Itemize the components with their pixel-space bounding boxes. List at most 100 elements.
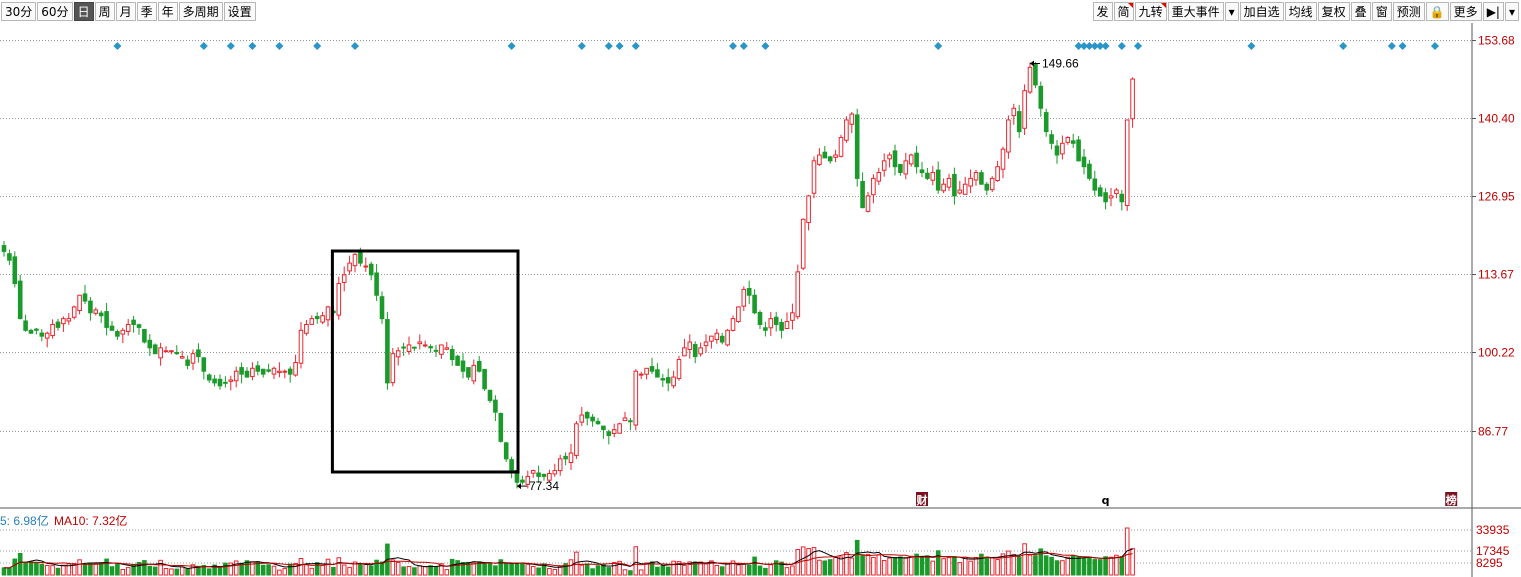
volume-bar	[827, 559, 833, 576]
volume-bar	[325, 558, 331, 576]
period-tab-3[interactable]: 周	[94, 2, 115, 21]
volume-bar	[50, 565, 55, 576]
volume-bar	[871, 557, 876, 576]
candle-body	[989, 177, 995, 191]
toolbar-action-10[interactable]: 预测	[1392, 2, 1425, 21]
candle-body	[498, 412, 504, 442]
toolbar-action-3[interactable]: 重大事件	[1167, 2, 1224, 21]
volume-bar	[55, 567, 61, 576]
volume-bar	[471, 562, 477, 576]
candle-body	[952, 173, 957, 197]
event-diamond-icon	[577, 42, 586, 50]
toolbar-action-9[interactable]: 窗	[1371, 2, 1392, 21]
toolbar-action-8[interactable]: 叠	[1350, 2, 1371, 21]
volume-bar	[876, 554, 882, 576]
candle-body	[244, 370, 250, 378]
candle-body	[1065, 136, 1071, 143]
toolbar-action-13[interactable]: ▶|	[1482, 2, 1504, 21]
candle-body	[309, 318, 315, 325]
period-tab-0[interactable]: 30分	[1, 2, 37, 21]
period-tab-6[interactable]: 年	[157, 2, 178, 21]
candle-body	[66, 318, 72, 322]
volume-bar	[482, 562, 487, 576]
event-label-2: 榜	[1446, 493, 1457, 507]
candle-body	[298, 329, 304, 364]
candle-body	[17, 280, 23, 320]
volume-bar	[1092, 559, 1098, 576]
volume-bar	[714, 565, 720, 576]
price-tick-label: 113.67	[1478, 268, 1514, 282]
candle-body	[336, 283, 342, 316]
candle-body	[196, 349, 201, 358]
candle-body	[50, 323, 55, 337]
candle-body	[287, 368, 293, 375]
toolbar-action-14[interactable]: ▾	[1504, 2, 1519, 21]
volume-bar	[217, 567, 223, 576]
volume-bar	[98, 562, 104, 576]
candle-body	[1016, 111, 1022, 133]
period-tab-1[interactable]: 60分	[37, 2, 73, 21]
period-tab-2[interactable]: 日	[73, 2, 94, 21]
candle-body	[655, 369, 660, 378]
candle-body	[547, 472, 552, 481]
volume-bar	[984, 556, 990, 576]
toolbar-action-7[interactable]: 复权	[1317, 2, 1350, 21]
event-diamond-icon	[739, 42, 748, 50]
volume-bar	[660, 565, 666, 576]
candle-body	[876, 172, 882, 182]
volume-bar	[304, 563, 309, 576]
toolbar-action-5[interactable]: 加自选	[1239, 2, 1284, 21]
volume-bar	[347, 566, 352, 576]
period-tab-8[interactable]: 设置	[223, 2, 256, 21]
candle-body	[838, 136, 844, 157]
volume-bar	[1043, 555, 1049, 576]
candle-body	[682, 347, 687, 357]
volume-bar	[185, 568, 190, 576]
volume-bar	[844, 552, 849, 576]
volume-bar	[719, 566, 725, 576]
event-diamond-icon	[248, 42, 257, 50]
candle-body	[563, 455, 568, 460]
volume-bar	[725, 562, 730, 576]
toolbar-action-1[interactable]: 简	[1113, 2, 1134, 21]
period-tab-5[interactable]: 季	[136, 2, 157, 21]
volume-bar	[579, 564, 585, 576]
volume-bar	[757, 565, 763, 576]
event-diamond-icon	[1398, 42, 1407, 50]
candle-body	[412, 346, 417, 349]
candle-body	[1070, 140, 1076, 144]
candle-body	[633, 370, 639, 426]
candle-body	[385, 319, 390, 384]
candle-body	[417, 341, 423, 345]
candle-body	[347, 262, 352, 272]
toolbar-action-4[interactable]: ▾	[1224, 2, 1239, 21]
volume-bar	[1054, 560, 1060, 576]
volume-bar	[287, 563, 293, 576]
toolbar-action-11[interactable]: 🔒	[1425, 2, 1449, 21]
candle-body	[741, 288, 747, 307]
toolbar-action-12[interactable]: 更多	[1449, 2, 1482, 21]
candle-body	[28, 329, 34, 334]
candle-body	[1108, 195, 1114, 199]
candle-body	[595, 420, 601, 425]
period-tabs: 30分 60分日周月季年多周期 设置	[1, 2, 257, 21]
candle-body	[1000, 148, 1006, 170]
period-tab-7[interactable]: 多周期	[178, 2, 223, 21]
toolbar-action-2[interactable]: 九转	[1134, 2, 1167, 21]
period-tab-4[interactable]: 月	[115, 2, 136, 21]
candle-body	[530, 470, 536, 474]
volume-bar	[179, 566, 185, 576]
toolbar-action-6[interactable]: 均线	[1284, 2, 1317, 21]
candle-body	[962, 183, 968, 195]
event-diamond-icon	[631, 42, 640, 50]
volume-bar	[1081, 557, 1087, 576]
volume-bar	[811, 547, 817, 576]
volume-bar	[115, 563, 120, 576]
candle-body	[98, 312, 104, 317]
toolbar-action-0[interactable]: 发	[1092, 2, 1113, 21]
volume-bar	[568, 559, 574, 576]
volume-bar	[930, 560, 936, 576]
volume-bar	[617, 560, 622, 576]
volume-bar	[1027, 554, 1033, 576]
